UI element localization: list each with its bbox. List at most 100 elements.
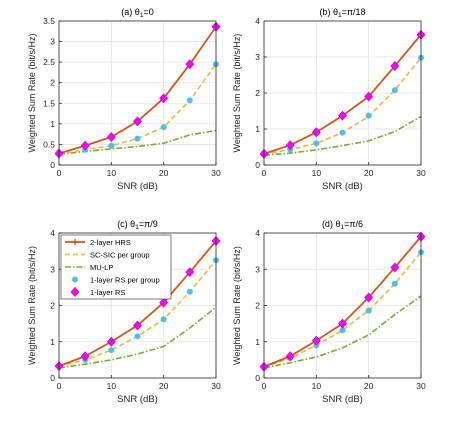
x-tick-label: 0 [57, 381, 62, 391]
point-rs_group [186, 288, 193, 295]
series-line-mulp [263, 295, 422, 369]
point-rs_1layer [338, 110, 347, 121]
y-tick-label: 3 [255, 264, 260, 274]
y-tick-label: 0 [255, 373, 260, 383]
point-rs_1layer [80, 140, 90, 151]
x-axis-label: SNR (dB) [117, 181, 158, 192]
panel-title: (d) θ1=π/6 [322, 219, 363, 231]
y-tick-label: 0 [50, 160, 55, 170]
point-rs_1layer [285, 140, 295, 151]
series-line-mulp [58, 306, 217, 369]
x-tick-label: 30 [211, 168, 221, 178]
point-rs_group [339, 327, 346, 334]
panel-title: (b) θ1=π/18 [319, 7, 365, 19]
x-tick-label: 0 [57, 168, 62, 178]
legend-label: MU-LP [90, 263, 113, 272]
x-axis-label: SNR (dB) [117, 394, 158, 405]
point-rs_1layer [133, 116, 142, 127]
y-axis-label: Weighted Sum Rate (bit/s/Hz) [27, 34, 37, 153]
point-rs_group [339, 129, 346, 136]
y-tick-label: 2 [255, 301, 260, 311]
y-tick-label: 2 [255, 88, 260, 98]
panel-d: 0 10 20 30 0 1 2 3 4 (d) θ1=π/6 SNR (dB) Weighted S… [232, 219, 426, 405]
y-tick-label: 1 [50, 337, 55, 347]
y-axis-label: Weighted Sum Rate (bit/s/Hz) [27, 246, 37, 365]
point-rs_group [160, 316, 167, 323]
y-tick-label: 0 [50, 373, 55, 383]
point-rs_1layer [338, 318, 347, 329]
y-tick-label: 0 [255, 160, 260, 170]
y-tick-label: 2 [50, 301, 55, 311]
y-tick-label: 3.5 [43, 16, 55, 26]
x-tick-label: 30 [416, 168, 426, 178]
x-axis-label: SNR (dB) [322, 181, 363, 192]
panel-title: (a) θ1=0 [121, 7, 153, 19]
panel-c: 0 10 20 30 0 1 2 3 4 (c) θ1=π/9 SNR (dB) Weighted S… [27, 219, 221, 405]
x-tick-label: 0 [262, 168, 267, 178]
y-axis-label: Weighted Sum Rate (bit/s/Hz) [232, 246, 242, 365]
legend-label: 1-layer RS per group [90, 276, 160, 285]
x-tick-label: 30 [416, 381, 426, 391]
y-axis-label: Weighted Sum Rate (bit/s/Hz) [232, 34, 242, 153]
point-rs_1layer [390, 262, 400, 273]
y-tick-label: 1 [255, 124, 260, 134]
legend: 2-layer HRS SC-SIC per group MU-LP 1-layer … [60, 234, 172, 300]
point-rs_1layer [185, 59, 195, 70]
point-rs_1layer [106, 336, 116, 347]
point-rs_1layer [311, 335, 321, 346]
series-line-mulp [263, 115, 422, 157]
x-tick-label: 0 [262, 381, 267, 391]
y-tick-label: 0.5 [43, 139, 55, 149]
y-tick-label: 1 [255, 337, 260, 347]
point-rs_1layer [285, 351, 295, 362]
x-tick-label: 30 [211, 381, 221, 391]
y-tick-label: 3 [255, 52, 260, 62]
point-rs_group [186, 97, 193, 104]
y-tick-label: 3 [50, 37, 55, 47]
panel-title: (c) θ1=π/9 [117, 219, 158, 231]
y-tick-label: 3 [50, 264, 55, 274]
point-rs_group [160, 124, 167, 131]
panel-b: 0 10 20 30 0 1 2 3 4 (b) θ1=π/18 SNR (dB) Weighted … [232, 7, 426, 192]
x-tick-label: 10 [107, 168, 117, 178]
y-tick-label: 2.5 [43, 57, 55, 67]
point-rs_1layer [133, 320, 142, 331]
y-tick-label: 4 [255, 16, 260, 26]
x-tick-label: 20 [364, 168, 374, 178]
point-rs_group [313, 140, 320, 147]
y-tick-label: 2 [50, 78, 55, 88]
point-rs_1layer [311, 127, 321, 138]
point-rs_group [391, 280, 398, 287]
axes-box [58, 20, 217, 166]
point-rs_group [108, 142, 115, 149]
legend-label: 2-layer HRS [90, 238, 131, 247]
point-rs_1layer [80, 351, 90, 362]
point-rs_group [134, 333, 141, 340]
x-tick-label: 20 [159, 168, 169, 178]
legend-marker-rs_group [72, 276, 78, 283]
x-tick-label: 10 [107, 381, 117, 391]
y-tick-label: 1.5 [43, 98, 55, 108]
panel-a: 0 10 20 30 0 0.5 1 1.5 2 2.5 3 3.5 (a) θ1=0 SNR (dB) W… [27, 7, 221, 192]
plot-area [59, 21, 216, 165]
x-tick-label: 10 [312, 168, 322, 178]
point-rs_group [365, 112, 372, 119]
point-rs_group [365, 307, 372, 314]
point-rs_group [108, 347, 115, 354]
point-rs_1layer [106, 132, 116, 142]
y-tick-label: 4 [255, 228, 260, 238]
y-tick-label: 1 [50, 119, 55, 129]
x-tick-label: 20 [364, 381, 374, 391]
point-rs_1layer [390, 61, 400, 71]
legend-marker-rs_1layer [70, 287, 80, 297]
legend-label: 1-layer RS [90, 288, 125, 297]
x-tick-label: 20 [159, 381, 169, 391]
point-rs_group [134, 135, 141, 142]
point-rs_1layer [185, 267, 195, 278]
point-rs_1layer [159, 93, 169, 104]
point-rs_group [391, 87, 398, 94]
x-axis-label: SNR (dB) [322, 394, 363, 405]
y-tick-label: 4 [50, 228, 55, 238]
legend-label: SC-SIC per group [90, 251, 150, 260]
